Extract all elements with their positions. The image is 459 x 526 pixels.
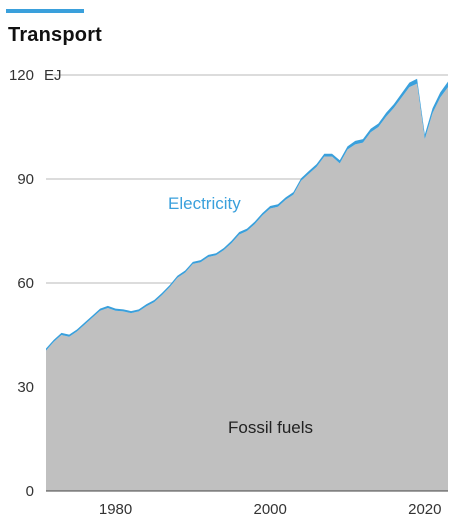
electricity-band (46, 78, 448, 351)
x-tick-label: 2020 (408, 501, 441, 518)
y-tick-label: 30 (17, 379, 34, 396)
y-axis-ticks: 0 30 60 90 120 (9, 67, 34, 500)
x-tick-label: 2000 (254, 501, 287, 518)
x-tick-label: 1980 (99, 501, 132, 518)
chart-title: Transport (8, 24, 103, 46)
fossil-fuels-area (46, 83, 448, 492)
y-tick-label: 60 (17, 275, 34, 292)
title-accent-bar (6, 9, 84, 13)
y-tick-label: 0 (26, 483, 34, 500)
y-tick-label: 90 (17, 171, 34, 188)
y-axis-unit-label: EJ (44, 67, 62, 84)
fossil-fuels-series-label: Fossil fuels (228, 418, 313, 437)
x-axis-ticks: 1980 2000 2020 (99, 501, 442, 518)
y-tick-label: 120 (9, 67, 34, 84)
electricity-series-label: Electricity (168, 194, 241, 213)
